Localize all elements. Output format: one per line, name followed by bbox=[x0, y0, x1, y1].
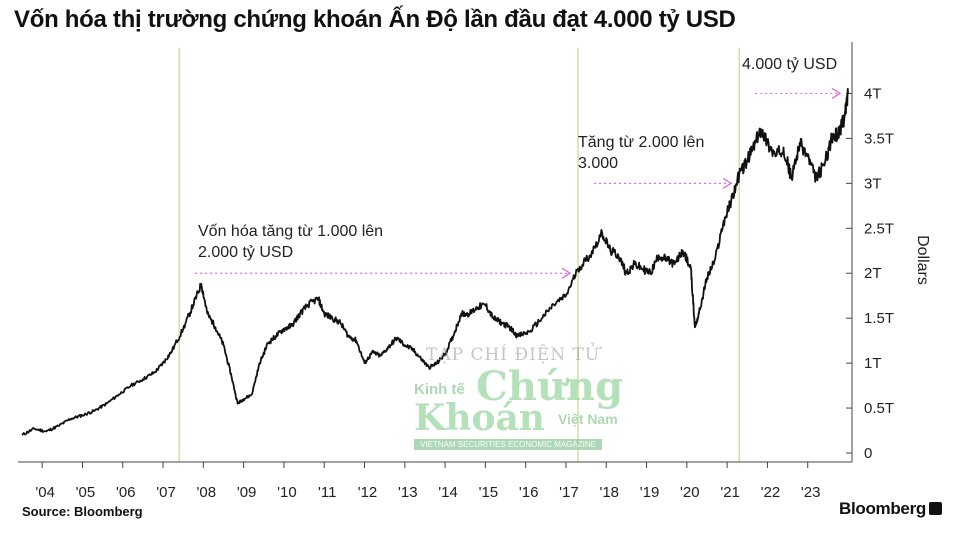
series-line-1 bbox=[21, 87, 849, 436]
source-note: Source: Bloomberg bbox=[22, 504, 143, 519]
x-tick-label-18: '22 bbox=[761, 484, 781, 501]
series-group bbox=[21, 87, 849, 436]
x-tick-label-16: '20 bbox=[680, 484, 700, 501]
y-tick-label-7: 3.5T bbox=[864, 130, 894, 147]
x-tick-label-2: '06 bbox=[116, 484, 136, 501]
annotation-2: Tăng từ 2.000 lên 3.000 bbox=[578, 132, 704, 174]
x-tick-label-10: '14 bbox=[438, 484, 458, 501]
annotation-arrow-head-3 bbox=[831, 87, 842, 100]
x-tick-label-17: '21 bbox=[720, 484, 740, 501]
x-tick-label-7: '11 bbox=[318, 484, 336, 501]
y-tick-label-8: 4T bbox=[864, 85, 882, 102]
annotation-3: 4.000 tỷ USD bbox=[742, 54, 837, 75]
x-tick-label-5: '09 bbox=[237, 484, 257, 501]
x-tick-label-4: '08 bbox=[197, 484, 217, 501]
y-axis: 0 0.5T 1T 1.5T 2T 2.5T 3T 3.5T 4T bbox=[846, 42, 894, 462]
x-tick-label-1: '05 bbox=[76, 484, 96, 501]
annotation-2-line-2: 3.000 bbox=[578, 155, 619, 172]
y-axis-label: Dollars bbox=[914, 235, 931, 285]
x-tick-label-15: '19 bbox=[640, 484, 660, 501]
y-tick-label-1: 0.5T bbox=[864, 400, 894, 417]
milestone-lines bbox=[178, 48, 740, 462]
y-tick-label-0: 0 bbox=[864, 445, 872, 462]
y-tick-label-6: 3T bbox=[864, 175, 882, 192]
x-tick-label-0: '04 bbox=[35, 484, 55, 501]
bloomberg-terminal-icon bbox=[929, 502, 942, 515]
brand-logo: Bloomberg bbox=[838, 499, 926, 518]
x-tick-label-14: '18 bbox=[599, 484, 619, 501]
y-tick-label-5: 2.5T bbox=[864, 220, 894, 237]
annotation-3-line-1: 4.000 tỷ USD bbox=[742, 56, 838, 73]
x-tick-label-13: '17 bbox=[559, 484, 579, 501]
y-tick-label-3: 1.5T bbox=[864, 310, 894, 327]
annotation-1-line-1: Vốn hóa tăng từ 1.000 lên bbox=[198, 223, 384, 240]
chart-title: Vốn hóa thị trường chứng khoán Ấn Độ lần… bbox=[14, 6, 736, 33]
annotation-1: Vốn hóa tăng từ 1.000 lên 2.000 tỷ USD bbox=[198, 221, 383, 263]
x-tick-label-8: '12 bbox=[358, 484, 378, 501]
x-tick-label-12: '16 bbox=[519, 484, 539, 501]
x-tick-label-6: '10 bbox=[277, 484, 297, 501]
annotation-2-line-1: Tăng từ 2.000 lên bbox=[578, 134, 705, 151]
x-tick-label-19: '23 bbox=[801, 484, 821, 501]
annotation-arrow-head-2 bbox=[722, 177, 733, 189]
y-tick-label-2: 1T bbox=[864, 355, 882, 372]
annotation-1-line-2: 2.000 tỷ USD bbox=[198, 244, 294, 261]
annotation-arrows bbox=[195, 87, 842, 279]
x-axis: '04 '05 '06 '07 '08 '09 '10 '11 '12 '13 '14 '15 '16 '… bbox=[18, 461, 852, 501]
x-tick-label-9: '13 bbox=[398, 484, 418, 501]
annotation-arrow-head-1 bbox=[561, 267, 572, 279]
y-tick-label-4: 2T bbox=[864, 265, 882, 282]
x-tick-label-3: '07 bbox=[156, 484, 176, 501]
x-tick-label-11: '15 bbox=[479, 484, 499, 501]
